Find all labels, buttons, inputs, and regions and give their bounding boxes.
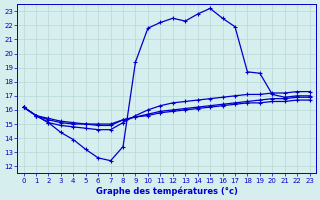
X-axis label: Graphe des températures (°c): Graphe des températures (°c) [96,186,237,196]
